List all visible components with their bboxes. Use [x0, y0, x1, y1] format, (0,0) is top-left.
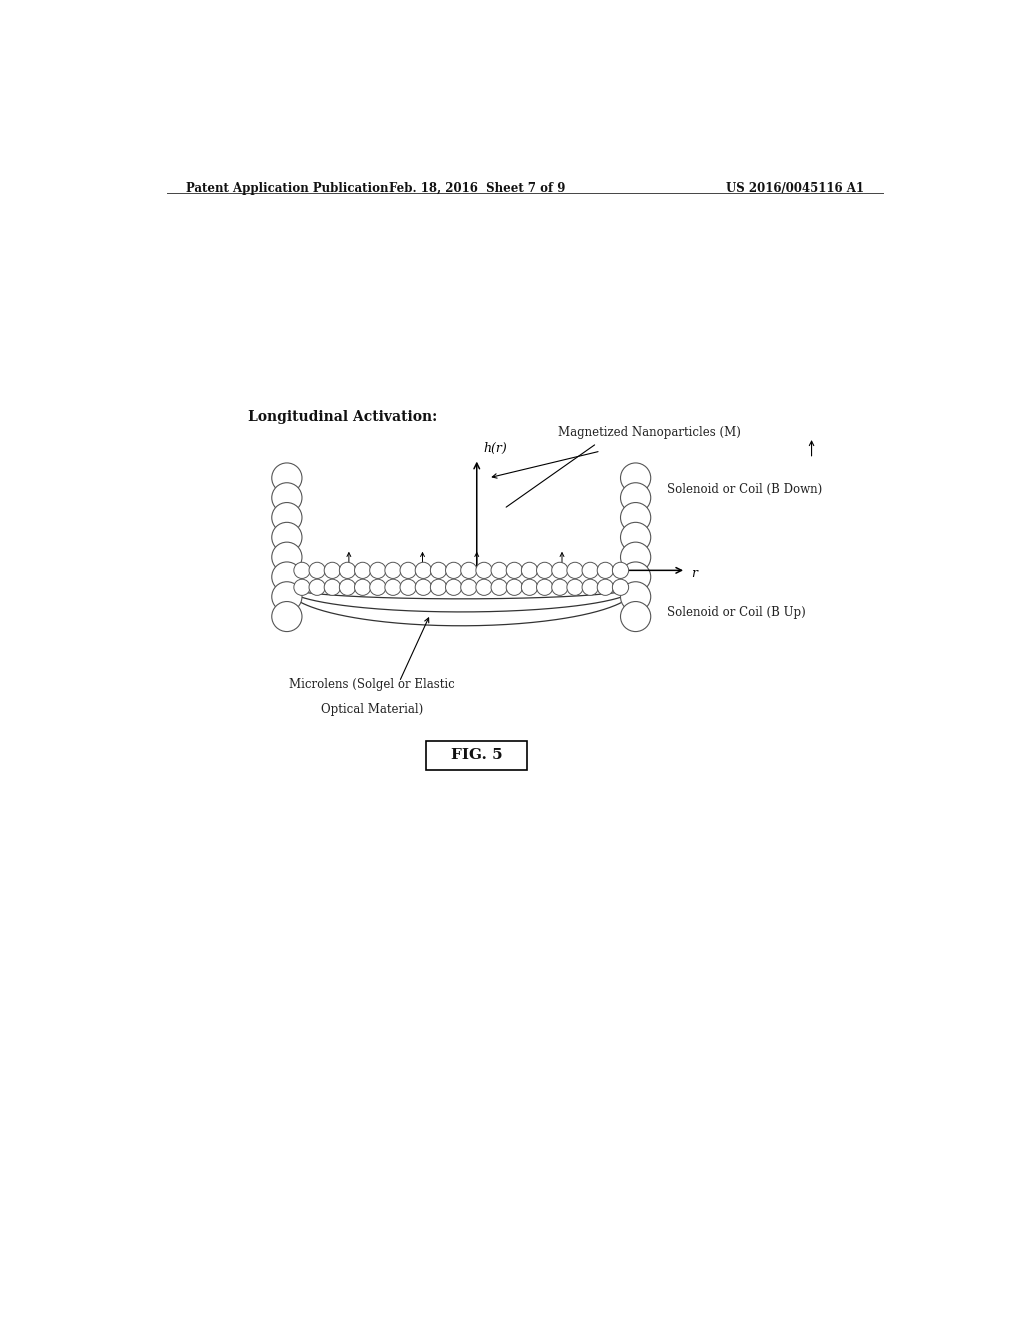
Circle shape [492, 579, 507, 595]
Circle shape [621, 602, 650, 631]
Circle shape [309, 562, 326, 578]
Circle shape [385, 562, 401, 578]
Circle shape [621, 543, 650, 572]
Circle shape [597, 562, 613, 578]
Circle shape [294, 562, 310, 578]
Circle shape [370, 562, 386, 578]
Circle shape [271, 602, 302, 631]
Circle shape [385, 579, 401, 595]
Circle shape [621, 582, 650, 611]
Circle shape [506, 562, 522, 578]
Circle shape [271, 503, 302, 532]
Circle shape [552, 562, 568, 578]
Circle shape [612, 562, 629, 578]
Circle shape [506, 579, 522, 595]
Circle shape [567, 579, 583, 595]
Circle shape [415, 562, 431, 578]
Circle shape [492, 562, 507, 578]
Circle shape [294, 579, 310, 595]
Circle shape [621, 562, 650, 591]
Circle shape [537, 579, 553, 595]
Bar [426, 741, 527, 770]
Text: Microlens (Solgel or Elastic: Microlens (Solgel or Elastic [289, 678, 455, 692]
Text: Longitudinal Activation:: Longitudinal Activation: [248, 411, 437, 424]
Circle shape [521, 562, 538, 578]
Circle shape [582, 562, 598, 578]
Circle shape [476, 562, 493, 578]
Circle shape [582, 579, 598, 595]
Circle shape [309, 579, 326, 595]
Circle shape [400, 579, 417, 595]
Circle shape [354, 579, 371, 595]
Text: h(r): h(r) [483, 442, 507, 455]
Circle shape [476, 579, 493, 595]
Circle shape [597, 579, 613, 595]
Circle shape [552, 579, 568, 595]
Circle shape [271, 523, 302, 552]
Circle shape [415, 579, 431, 595]
Circle shape [325, 579, 340, 595]
Text: Optical Material): Optical Material) [321, 702, 423, 715]
Text: Feb. 18, 2016  Sheet 7 of 9: Feb. 18, 2016 Sheet 7 of 9 [388, 182, 565, 194]
Circle shape [271, 483, 302, 512]
Circle shape [537, 562, 553, 578]
Circle shape [621, 523, 650, 552]
Circle shape [271, 562, 302, 591]
Circle shape [445, 562, 462, 578]
Text: Patent Application Publication: Patent Application Publication [186, 182, 389, 194]
Circle shape [339, 562, 355, 578]
Circle shape [271, 582, 302, 611]
Text: r: r [691, 566, 697, 579]
Circle shape [567, 562, 583, 578]
Text: FIG. 5: FIG. 5 [451, 748, 503, 762]
Circle shape [339, 579, 355, 595]
Circle shape [325, 562, 340, 578]
Circle shape [621, 483, 650, 512]
Circle shape [621, 463, 650, 492]
Text: Solenoid or Coil (B Down): Solenoid or Coil (B Down) [667, 483, 822, 496]
Circle shape [400, 562, 417, 578]
Text: Solenoid or Coil (B Up): Solenoid or Coil (B Up) [667, 606, 805, 619]
Circle shape [445, 579, 462, 595]
Circle shape [370, 579, 386, 595]
Circle shape [461, 562, 477, 578]
Circle shape [621, 503, 650, 532]
Text: US 2016/0045116 A1: US 2016/0045116 A1 [726, 182, 864, 194]
Circle shape [521, 579, 538, 595]
Circle shape [430, 562, 446, 578]
Circle shape [271, 543, 302, 572]
Circle shape [612, 579, 629, 595]
Circle shape [271, 463, 302, 492]
Circle shape [354, 562, 371, 578]
Circle shape [461, 579, 477, 595]
Text: Magnetized Nanoparticles (M): Magnetized Nanoparticles (M) [558, 426, 741, 440]
Circle shape [430, 579, 446, 595]
